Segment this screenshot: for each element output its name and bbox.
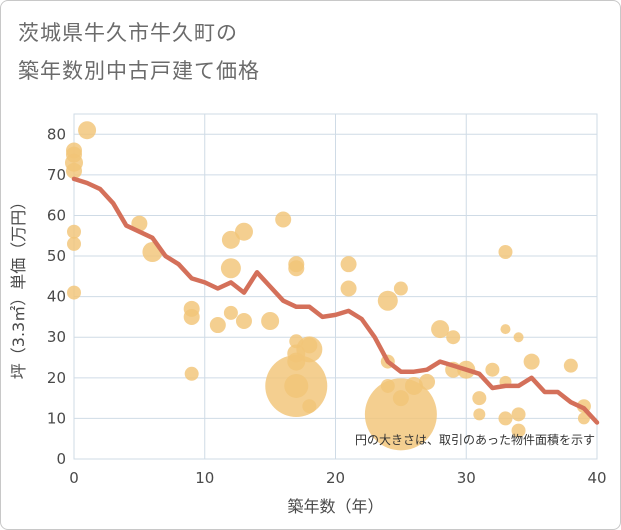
bubble-point — [67, 224, 81, 239]
bubble-point — [446, 330, 461, 345]
bubble-point — [563, 358, 578, 373]
x-axis-label: 築年数（年） — [287, 497, 383, 516]
bubble-point — [472, 391, 487, 406]
trend-line — [71, 176, 600, 425]
bubble-point — [275, 211, 292, 228]
x-tick-label: 0 — [69, 469, 79, 487]
bubble-point — [498, 245, 513, 259]
bubble-point — [223, 305, 238, 320]
x-tick-label: 20 — [326, 469, 345, 487]
y-tick-label: 40 — [47, 288, 66, 306]
bubble-point — [419, 373, 436, 390]
bubble-point — [513, 332, 524, 343]
y-tick-label: 70 — [47, 166, 66, 184]
bubble-point — [284, 373, 309, 398]
y-tick-label: 30 — [47, 328, 66, 346]
bubble-point — [221, 230, 240, 249]
bubble-point — [261, 312, 280, 330]
bubble-point — [485, 362, 500, 377]
bubble-point — [288, 260, 305, 277]
y-tick-label: 20 — [47, 369, 66, 387]
bubble-point — [511, 407, 526, 422]
bubble-series — [65, 121, 591, 451]
bubble-point — [78, 121, 97, 140]
bubble-point — [234, 222, 253, 241]
bubble-point — [183, 308, 200, 325]
bubble-point — [577, 412, 590, 425]
axes: 0 10 20 30 40 0 10 20 30 40 50 60 70 80 — [47, 125, 607, 487]
bubble-point — [392, 390, 409, 407]
bubble-point — [209, 317, 226, 334]
bubble-point — [377, 290, 398, 311]
bubble-point — [340, 256, 357, 273]
bubble-point — [66, 162, 82, 179]
y-tick-label: 10 — [47, 409, 66, 427]
bubble-point — [340, 280, 357, 297]
bubble-point — [473, 408, 486, 421]
bubble-point — [67, 236, 81, 251]
y-axis-label: 坪（3.3㎡）単価（万円） — [9, 194, 28, 379]
grid-lines — [73, 113, 598, 460]
size-legend-note: 円の大きさは、取引のあった物件面積を示す — [355, 432, 595, 447]
bubble-point — [498, 411, 513, 426]
bubble-point — [500, 324, 511, 335]
chart-title-line-1: 茨城県牛久市牛久町の — [18, 21, 238, 45]
x-tick-label: 10 — [195, 469, 214, 487]
bubble-point — [364, 378, 437, 451]
y-tick-label: 80 — [47, 125, 66, 143]
x-tick-label: 40 — [587, 469, 606, 487]
y-tick-label: 60 — [47, 206, 66, 224]
trend-line-series — [71, 176, 600, 425]
bubble-point — [184, 366, 199, 381]
bubble-point — [511, 423, 526, 438]
bubble-point — [220, 258, 241, 279]
bubble-point — [67, 285, 81, 300]
bubble-point — [302, 399, 317, 414]
bubble-point — [431, 320, 450, 339]
bubble-point — [393, 281, 408, 296]
y-tick-label: 50 — [47, 247, 66, 265]
bubble-point — [523, 353, 540, 370]
bubble-point — [235, 313, 252, 329]
y-tick-label: 0 — [56, 450, 66, 468]
chart-title-line-2: 築年数別中古戸建て価格 — [18, 59, 260, 83]
bubble-point — [404, 376, 423, 395]
x-tick-label: 30 — [457, 469, 476, 487]
bubble-point — [301, 337, 318, 354]
